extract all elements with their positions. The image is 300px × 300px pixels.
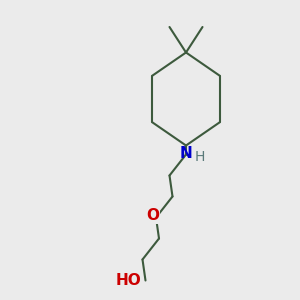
- Text: O: O: [146, 208, 160, 224]
- Text: HO: HO: [115, 273, 141, 288]
- Text: N: N: [180, 146, 192, 160]
- Text: H: H: [194, 150, 205, 164]
